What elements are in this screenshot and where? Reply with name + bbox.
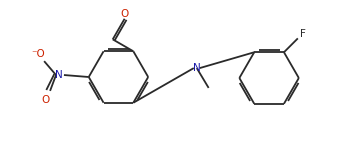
Text: N: N [193, 63, 201, 73]
Text: O: O [41, 95, 49, 105]
Text: O: O [120, 9, 129, 19]
Text: N: N [55, 70, 63, 80]
Text: ⁻O: ⁻O [31, 49, 45, 59]
Text: F: F [300, 29, 306, 39]
